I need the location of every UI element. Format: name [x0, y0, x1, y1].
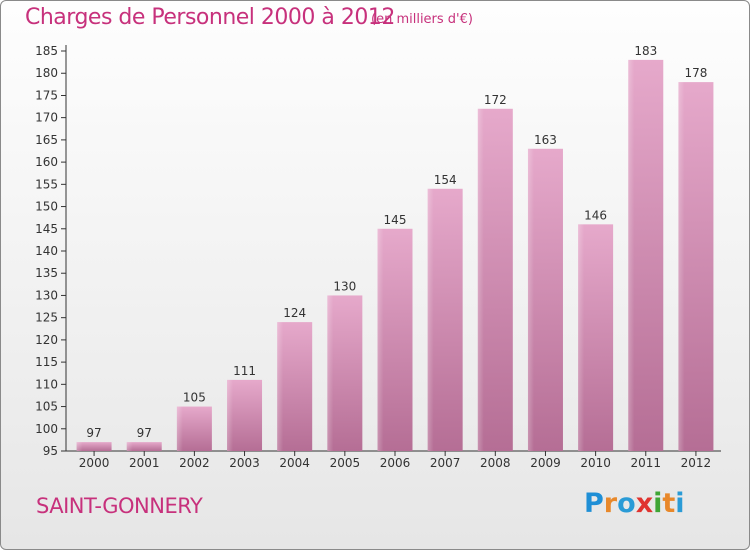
bar-value-label: 111 [233, 364, 256, 378]
proxiti-logo: Proxiti [584, 488, 685, 519]
x-tick-label: 2004 [279, 456, 310, 470]
bar-value-label: 145 [384, 213, 407, 227]
bar-value-label: 124 [283, 306, 306, 320]
y-tick-label: 140 [35, 244, 58, 258]
x-tick-label: 2005 [330, 456, 361, 470]
x-tick-label: 2000 [79, 456, 110, 470]
bar-highlight [427, 188, 434, 451]
y-tick-label: 110 [35, 377, 58, 391]
logo-letter: t [662, 488, 676, 519]
bars-group: 97 97 105 111 124 130 145 154 172 163 146 183 178 [76, 44, 714, 452]
bar [126, 442, 162, 451]
x-tick-label: 2010 [580, 456, 611, 470]
axes: 95 100 105 110 115 120 125 130 135 140 145 150 155 16… [35, 44, 721, 470]
chart-subtitle: (en milliers d'€) [371, 12, 473, 27]
bar-highlight [477, 108, 484, 452]
x-tick-label: 2001 [129, 456, 160, 470]
y-tick-label: 105 [35, 400, 58, 414]
y-tick-label: 180 [35, 66, 58, 80]
y-tick-label: 155 [35, 177, 58, 191]
bar-highlight [126, 442, 133, 451]
bar-highlight [277, 322, 284, 451]
y-tick-label: 165 [35, 133, 58, 147]
bar-value-label: 97 [86, 426, 101, 440]
y-tick-label: 125 [35, 311, 58, 325]
y-tick-label: 170 [35, 111, 58, 125]
bar-highlight [76, 442, 83, 451]
y-tick-label: 100 [35, 422, 58, 436]
bar-highlight [327, 295, 334, 451]
x-tick-label: 2009 [530, 456, 561, 470]
logo-letter: x [635, 488, 654, 519]
logo-letter: i [675, 488, 685, 519]
bar-highlight [628, 59, 635, 452]
chart-title: Charges de Personnel 2000 à 2012 [25, 5, 395, 30]
bar-highlight [678, 82, 685, 451]
logo-letter: o [617, 488, 636, 519]
bar-highlight [377, 228, 384, 451]
bar-value-label: 163 [534, 133, 557, 147]
bar-value-label: 172 [484, 93, 507, 107]
town-name: SAINT-GONNERY [36, 494, 203, 518]
x-tick-label: 2003 [229, 456, 260, 470]
x-tick-label: 2011 [630, 456, 661, 470]
bar-value-label: 97 [137, 426, 152, 440]
logo-letter: i [653, 488, 663, 519]
x-tick-label: 2008 [480, 456, 511, 470]
bar-value-label: 130 [333, 279, 356, 293]
logo-letter: r [603, 488, 618, 519]
y-tick-label: 175 [35, 88, 58, 102]
bar-highlight [578, 224, 585, 451]
bar [76, 442, 112, 451]
bar-value-label: 178 [684, 66, 707, 80]
y-tick-label: 185 [35, 44, 58, 58]
bar-value-label: 154 [434, 173, 457, 187]
bar-value-label: 183 [634, 44, 657, 58]
y-tick-label: 120 [35, 333, 58, 347]
bar-highlight [227, 379, 234, 451]
y-tick-label: 145 [35, 222, 58, 236]
y-tick-label: 130 [35, 288, 58, 302]
bar-highlight [176, 406, 183, 451]
y-tick-label: 135 [35, 266, 58, 280]
bar-highlight [527, 148, 534, 451]
x-tick-label: 2012 [681, 456, 712, 470]
bar-value-label: 105 [183, 391, 206, 405]
logo-letter: P [584, 488, 604, 519]
x-tick-label: 2002 [179, 456, 210, 470]
x-tick-label: 2006 [380, 456, 411, 470]
y-tick-label: 95 [43, 444, 58, 458]
y-tick-label: 115 [35, 355, 58, 369]
y-tick-label: 160 [35, 155, 58, 169]
bar-value-label: 146 [584, 208, 607, 222]
y-tick-label: 150 [35, 200, 58, 214]
x-tick-label: 2007 [430, 456, 461, 470]
